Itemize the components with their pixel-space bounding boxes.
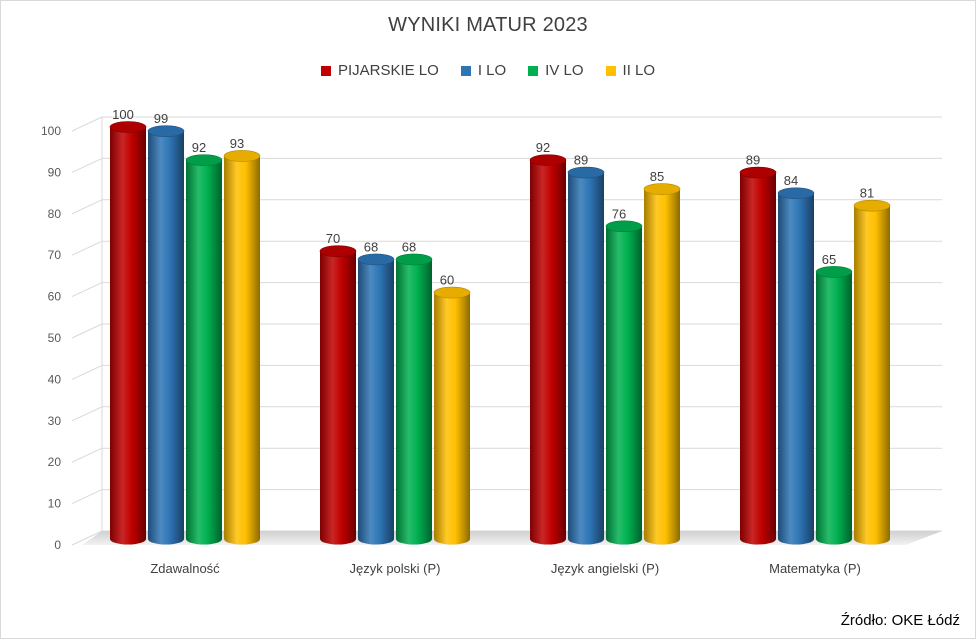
bar-cap (185, 154, 223, 166)
gridline-side (71, 199, 103, 215)
data-label: 84 (784, 173, 798, 188)
data-label: 100 (112, 107, 134, 122)
data-label: 68 (402, 239, 416, 254)
y-tick-label: 40 (48, 372, 62, 386)
legend-item: I LO (460, 62, 507, 79)
data-label: 81 (860, 186, 874, 201)
bar (778, 193, 814, 545)
bar (530, 160, 566, 545)
data-label: 76 (612, 206, 626, 221)
bar (148, 131, 184, 545)
bar-cap (529, 154, 567, 166)
legend-item: II LO (605, 62, 656, 79)
legend-swatch (320, 65, 331, 76)
bar (740, 172, 776, 545)
data-label: 60 (440, 273, 454, 288)
legend-label: PIJARSKIE LO (337, 62, 439, 79)
gridline-side (71, 364, 103, 380)
y-tick-label: 100 (41, 124, 61, 138)
bar-cap (357, 253, 395, 266)
bar-cap (433, 286, 471, 299)
bar-cap (223, 150, 261, 162)
data-label: 99 (154, 111, 168, 126)
y-tick-label: 30 (48, 414, 62, 428)
chart-title: WYNIKI MATUR 2023 (388, 14, 588, 36)
bar-cap (109, 121, 147, 133)
data-label: 70 (326, 231, 340, 246)
bar-cap (643, 183, 681, 195)
data-label: 89 (574, 153, 588, 168)
bar-cap (567, 166, 605, 179)
gridline-side (71, 116, 103, 132)
bar (320, 251, 356, 545)
chart-legend: PIJARSKIE LO I LO IV LO II LO (0, 62, 976, 79)
chart-floor (82, 531, 942, 545)
bar (854, 205, 890, 545)
bar (434, 292, 470, 545)
legend-item: PIJARSKIE LO (320, 62, 439, 79)
y-tick-label: 60 (48, 290, 62, 304)
y-tick-label: 90 (48, 165, 62, 179)
data-label: 89 (746, 153, 760, 168)
y-tick-label: 70 (48, 248, 62, 262)
bar-cap (853, 199, 891, 212)
legend-label: I LO (477, 62, 507, 79)
y-tick-label: 50 (48, 331, 62, 345)
gridline-side (71, 406, 103, 422)
bar-cap (815, 266, 853, 278)
legend-label: II LO (622, 62, 656, 79)
data-label: 65 (822, 252, 836, 267)
gridline-side (71, 447, 103, 463)
data-label: 92 (536, 140, 550, 155)
gridline-side (71, 282, 103, 298)
x-category-label: Język angielski (P) (551, 561, 659, 576)
bar-cap (319, 245, 357, 257)
bar (110, 127, 146, 545)
x-category-label: Zdawalność (150, 561, 220, 576)
data-label: 93 (230, 136, 244, 151)
legend-swatch (528, 65, 539, 76)
y-tick-label: 0 (54, 538, 61, 552)
bar-cap (395, 253, 433, 266)
y-tick-label: 20 (48, 455, 62, 469)
bar (224, 155, 260, 545)
bar-cap (147, 125, 185, 137)
gridline-side (71, 240, 103, 256)
legend-swatch (605, 65, 616, 76)
y-tick-label: 80 (48, 207, 62, 221)
bar (606, 226, 642, 545)
y-tick-label: 10 (48, 497, 62, 511)
bar-cap (739, 166, 777, 179)
gridline-side (71, 157, 103, 173)
gridline-side (71, 489, 103, 505)
gridline-side (71, 323, 103, 339)
bar (396, 259, 432, 545)
bar (568, 172, 604, 545)
source-note: Źródło: OKE Łódź (840, 612, 960, 629)
bar (358, 259, 394, 545)
data-label: 68 (364, 239, 378, 254)
legend-item: IV LO (528, 62, 584, 79)
x-category-label: Język polski (P) (349, 561, 440, 576)
bar (644, 189, 680, 545)
data-label: 92 (192, 140, 206, 155)
legend-swatch (460, 65, 471, 76)
bar-cap (777, 187, 815, 200)
bar (816, 271, 852, 545)
gridline-side (71, 530, 103, 546)
x-category-label: Matematyka (P) (769, 561, 861, 576)
legend-label: IV LO (545, 62, 584, 79)
bar-cap (605, 220, 643, 233)
data-label: 85 (650, 169, 664, 184)
bar (186, 160, 222, 545)
